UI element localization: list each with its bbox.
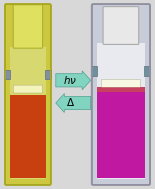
Bar [144, 66, 150, 76]
Bar [4, 70, 10, 79]
Bar [97, 89, 145, 178]
FancyBboxPatch shape [13, 5, 43, 48]
FancyBboxPatch shape [92, 4, 150, 185]
Bar [45, 70, 51, 79]
Bar [10, 47, 46, 179]
Bar [97, 87, 145, 92]
FancyArrow shape [56, 94, 91, 112]
Text: $h\nu$: $h\nu$ [63, 74, 78, 86]
Text: $\Delta$: $\Delta$ [66, 96, 75, 108]
FancyArrow shape [56, 71, 91, 90]
FancyBboxPatch shape [13, 85, 42, 93]
FancyBboxPatch shape [101, 79, 140, 87]
Bar [10, 94, 46, 178]
Bar [91, 66, 97, 76]
Bar [97, 43, 145, 179]
FancyBboxPatch shape [103, 7, 139, 44]
FancyBboxPatch shape [5, 4, 51, 185]
